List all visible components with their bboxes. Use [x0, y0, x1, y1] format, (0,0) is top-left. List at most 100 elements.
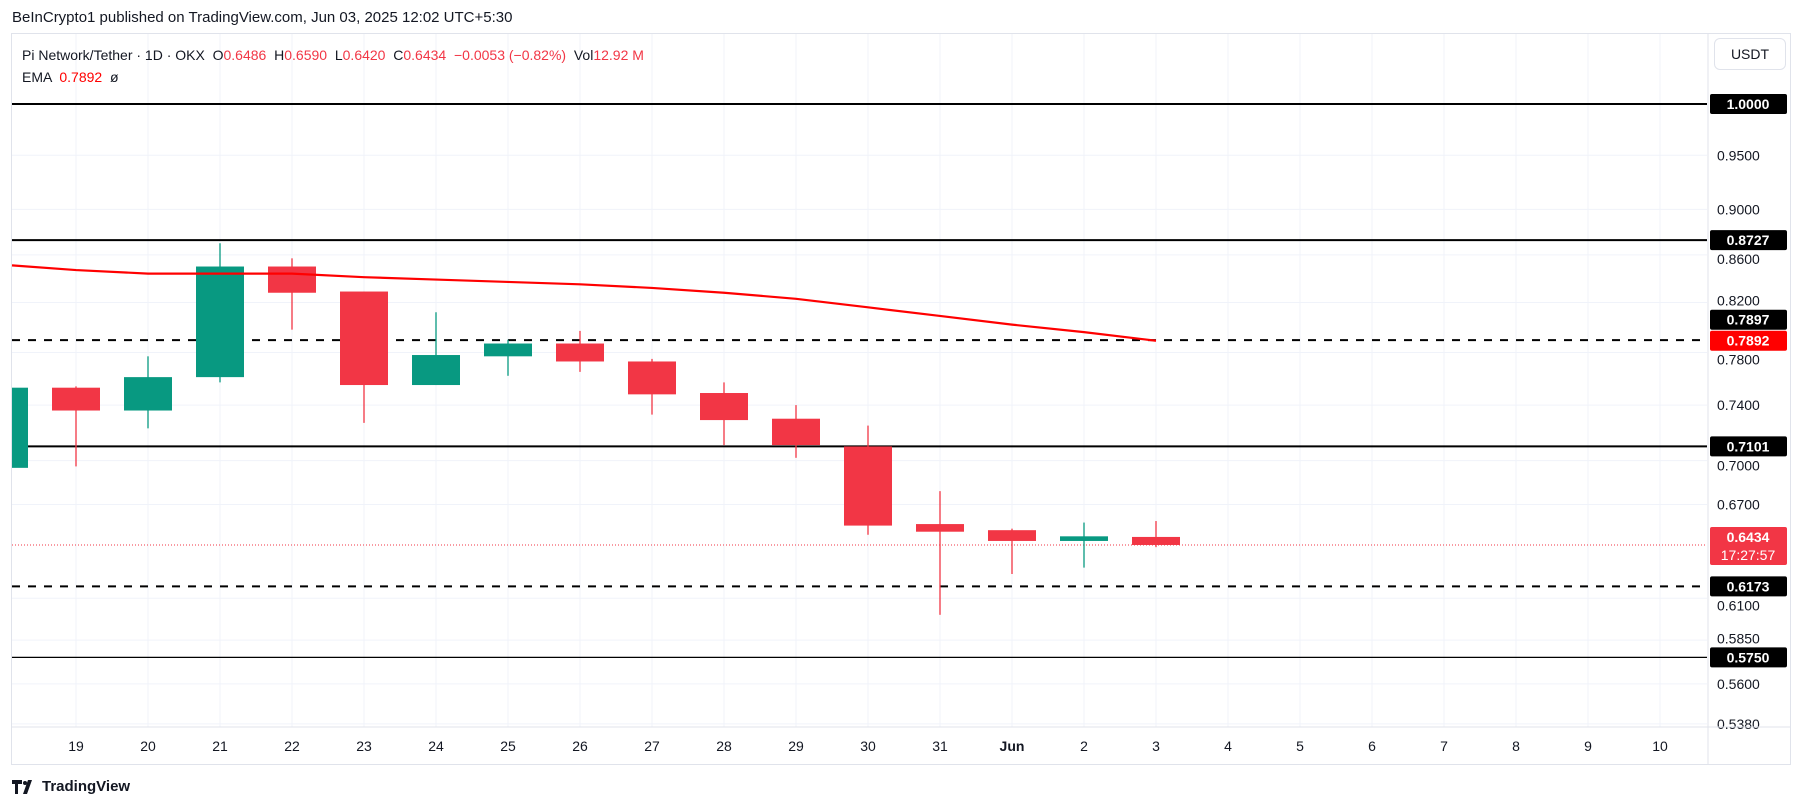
candle[interactable] — [484, 339, 532, 376]
y-tick-label: 0.5850 — [1717, 630, 1760, 646]
x-tick-label: 6 — [1368, 738, 1376, 754]
x-tick-label: 20 — [140, 738, 156, 754]
x-tick-label: 26 — [572, 738, 588, 754]
ohlc-legend-row: Pi Network/Tether · 1D · OKX O0.6486 H0.… — [22, 44, 644, 66]
currency-button[interactable]: USDT — [1714, 38, 1786, 70]
level-price-tag-bg — [1710, 647, 1787, 668]
candle[interactable] — [340, 291, 388, 423]
candle[interactable] — [52, 386, 100, 467]
x-tick-label: 19 — [68, 738, 84, 754]
y-tick-label: 0.7400 — [1717, 397, 1760, 413]
candle-body — [916, 524, 964, 532]
x-tick-label: 31 — [932, 738, 948, 754]
x-tick-label: 24 — [428, 738, 444, 754]
level-price-tag-bg — [1710, 436, 1787, 457]
x-tick-label: 2 — [1080, 738, 1088, 754]
tradingview-logo[interactable]: TradingView — [12, 778, 130, 795]
x-tick-label: 27 — [644, 738, 660, 754]
x-tick-label: 23 — [356, 738, 372, 754]
candle[interactable] — [772, 405, 820, 458]
countdown-label: 17:27:57 — [1721, 547, 1776, 563]
level-price-tag: 0.8727 — [1727, 232, 1770, 248]
candle[interactable] — [844, 425, 892, 535]
x-tick-label: 30 — [860, 738, 876, 754]
candle-body — [52, 387, 100, 411]
y-tick-label: 0.5380 — [1717, 716, 1760, 732]
candle[interactable] — [0, 387, 28, 468]
level-price-tag: 0.7101 — [1727, 438, 1770, 454]
x-tick-label: 4 — [1224, 738, 1232, 754]
y-tick-label: 0.6700 — [1717, 496, 1760, 512]
chart-frame — [11, 33, 1791, 765]
candle[interactable] — [700, 382, 748, 446]
x-tick-label: 5 — [1296, 738, 1304, 754]
open-value: 0.6486 — [223, 47, 267, 63]
publisher-caption: BeInCrypto1 published on TradingView.com… — [12, 9, 513, 26]
y-tick-label: 0.6100 — [1717, 597, 1760, 613]
level-price-tag-bg — [1710, 576, 1787, 597]
close-value: 0.6434 — [403, 47, 447, 63]
x-tick-label: 8 — [1512, 738, 1520, 754]
ema-label[interactable]: EMA — [22, 69, 52, 85]
candle[interactable] — [916, 491, 964, 615]
candle-body — [196, 266, 244, 378]
level-price-tag: 1.0000 — [1727, 96, 1770, 112]
ema-line — [11, 264, 1157, 342]
symbol-label[interactable]: Pi Network/Tether · 1D · OKX — [22, 47, 205, 63]
brand-name: TradingView — [42, 778, 131, 795]
change-value: −0.0053 (−0.82%) — [453, 47, 567, 63]
candle[interactable] — [1060, 522, 1108, 568]
x-tick-label: 22 — [284, 738, 300, 754]
high-label: H — [274, 47, 285, 63]
candle-body — [700, 393, 748, 421]
chart-legend: Pi Network/Tether · 1D · OKX O0.6486 H0.… — [22, 44, 644, 88]
x-tick-label: 9 — [1584, 738, 1592, 754]
candle-body — [268, 266, 316, 293]
candle-body — [412, 355, 460, 386]
candle[interactable] — [412, 312, 460, 386]
candle[interactable] — [268, 258, 316, 330]
candle-body — [628, 361, 676, 395]
candle-body — [772, 418, 820, 446]
level-price-tag-bg — [1710, 230, 1787, 251]
ema-legend-row: EMA 0.7892 ø — [22, 66, 644, 88]
y-tick-label: 0.5600 — [1717, 676, 1760, 692]
tradingview-logo-icon — [12, 779, 32, 794]
candle-body — [844, 446, 892, 526]
x-tick-label: 25 — [500, 738, 516, 754]
y-tick-label: 0.7800 — [1717, 352, 1760, 368]
volume-value: 12.92 M — [593, 47, 644, 63]
candle[interactable] — [628, 358, 676, 415]
x-tick-label: Jun — [1000, 738, 1025, 754]
ema-price-tag: 0.7892 — [1727, 333, 1770, 349]
low-label: L — [334, 47, 343, 63]
candle-body — [988, 530, 1036, 541]
high-value: 0.6590 — [284, 47, 328, 63]
y-tick-label: 0.7000 — [1717, 457, 1760, 473]
level-price-tag: 0.6173 — [1727, 578, 1770, 594]
open-label: O — [212, 47, 224, 63]
candle[interactable] — [1132, 521, 1180, 548]
x-tick-label: 7 — [1440, 738, 1448, 754]
x-tick-label: 28 — [716, 738, 732, 754]
low-value: 0.6420 — [342, 47, 386, 63]
candle-body — [12, 387, 28, 468]
candle-body — [484, 343, 532, 357]
candle[interactable] — [196, 243, 244, 383]
y-tick-label: 0.9500 — [1717, 147, 1760, 163]
ema-extra: ø — [109, 69, 119, 85]
y-tick-label: 0.9000 — [1717, 201, 1760, 217]
x-tick-label: 10 — [1652, 738, 1668, 754]
candle[interactable] — [556, 330, 604, 372]
y-tick-label: 0.8600 — [1717, 251, 1760, 267]
x-tick-label: 29 — [788, 738, 804, 754]
candle-body — [556, 343, 604, 362]
candle-body — [1060, 536, 1108, 541]
candle[interactable] — [988, 528, 1036, 575]
close-label: C — [393, 47, 404, 63]
level-price-tag: 0.5750 — [1727, 649, 1770, 665]
volume-label: Vol — [573, 47, 594, 63]
candle[interactable] — [124, 356, 172, 429]
last-price-tag-bg — [1710, 526, 1787, 565]
